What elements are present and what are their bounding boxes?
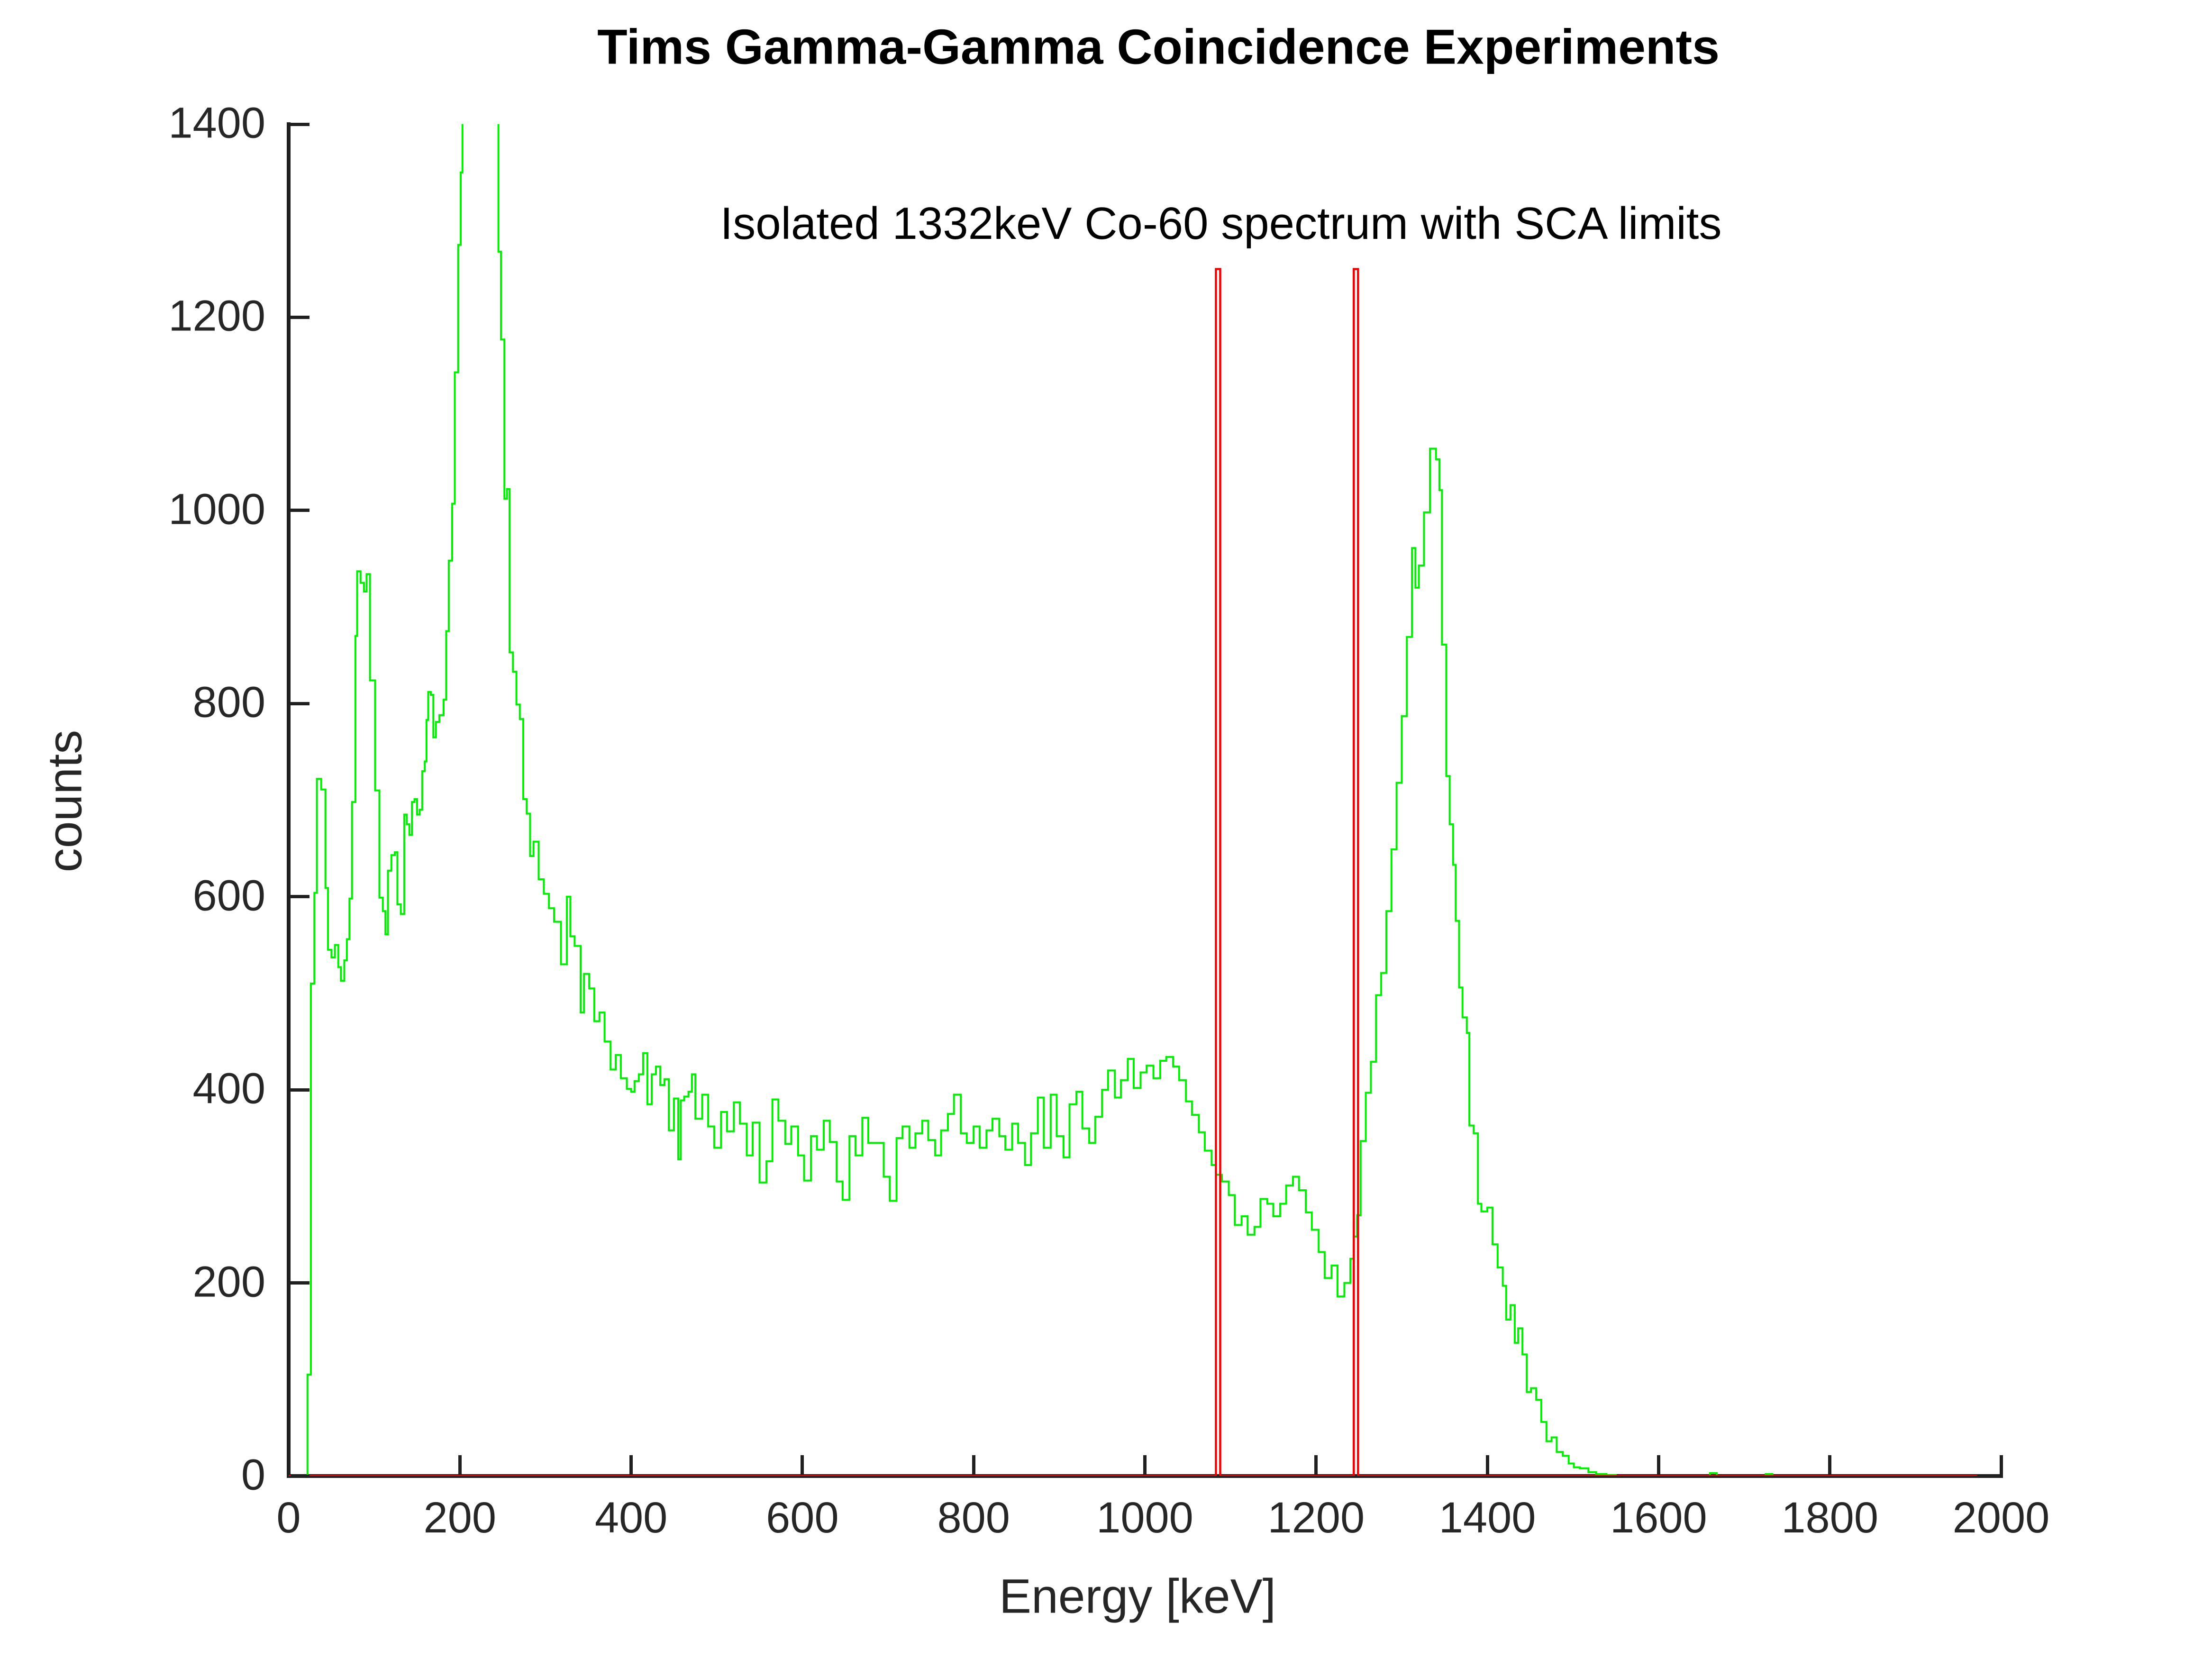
x-tick [972, 1455, 975, 1474]
x-tick-label: 1800 [1781, 1494, 1879, 1542]
x-tick-label: 200 [423, 1494, 497, 1542]
y-axis-spine [287, 122, 291, 1478]
y-tick [291, 702, 309, 705]
x-tick [1999, 1455, 2003, 1474]
x-tick-label: 2000 [1952, 1494, 2050, 1542]
x-tick-label: 600 [766, 1494, 839, 1542]
y-tick [291, 895, 309, 899]
y-tick-label: 1000 [168, 485, 265, 534]
y-tick-label: 1200 [168, 292, 265, 340]
x-tick-label: 1200 [1267, 1494, 1365, 1542]
x-tick [458, 1455, 462, 1474]
spectrum-series-path [308, 124, 1977, 1476]
plot-area [289, 124, 2001, 1476]
x-tick [1828, 1455, 1832, 1474]
y-tick [291, 315, 309, 319]
x-axis-label: Energy [keV] [999, 1569, 1276, 1623]
y-tick [291, 509, 309, 512]
y-tick-label: 600 [192, 871, 266, 920]
x-tick [287, 1455, 291, 1474]
y-tick-label: 800 [192, 678, 266, 727]
x-tick-label: 0 [276, 1494, 301, 1542]
y-axis-label: counts [37, 729, 92, 873]
chart-subtitle: Isolated 1332keV Co-60 spectrum with SCA… [720, 198, 1722, 249]
y-tick-label: 1400 [168, 99, 265, 147]
y-tick-label: 0 [241, 1450, 265, 1499]
y-tick-label: 200 [192, 1257, 266, 1306]
x-tick [1143, 1455, 1147, 1474]
chart-title: Tims Gamma-Gamma Coincidence Experiments [597, 19, 1720, 75]
x-tick [1657, 1455, 1660, 1474]
y-tick [291, 1474, 309, 1478]
x-tick-label: 1600 [1610, 1494, 1707, 1542]
x-tick-label: 800 [937, 1494, 1010, 1542]
y-tick [291, 122, 309, 126]
x-tick-label: 1400 [1438, 1494, 1536, 1542]
x-axis-spine [287, 1474, 2003, 1478]
x-tick [1485, 1455, 1489, 1474]
x-tick [801, 1455, 804, 1474]
y-tick [291, 1281, 309, 1285]
x-tick-label: 1000 [1096, 1494, 1193, 1542]
x-tick [1314, 1455, 1318, 1474]
sca-limit-series-path [289, 269, 1977, 1476]
x-tick-label: 400 [594, 1494, 668, 1542]
y-tick-label: 400 [192, 1064, 266, 1113]
x-tick [629, 1455, 633, 1474]
y-tick [291, 1088, 309, 1092]
